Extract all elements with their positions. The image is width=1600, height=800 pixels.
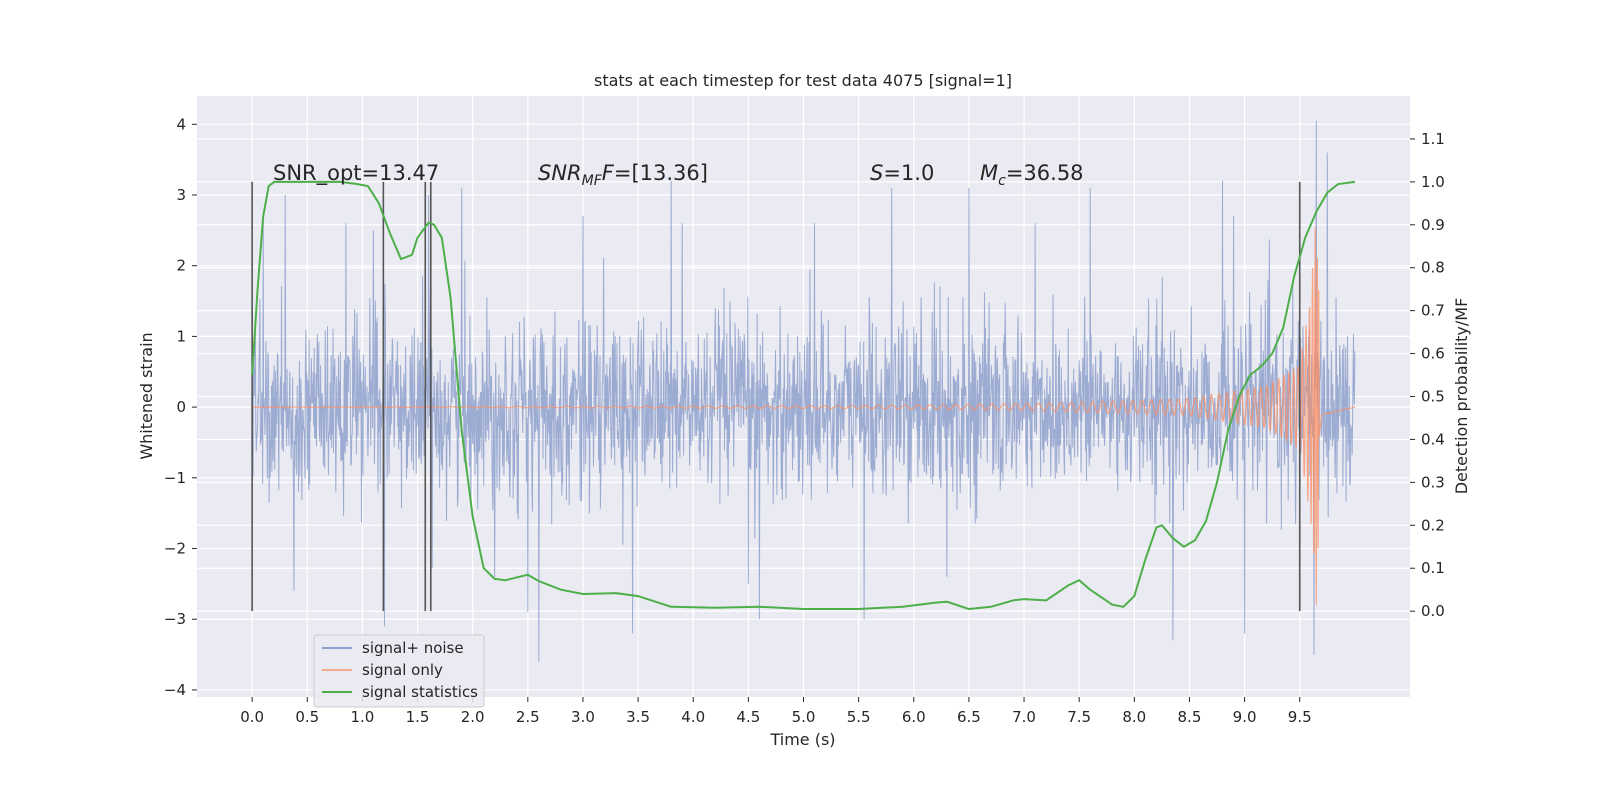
annotation-snr-opt: SNR_opt=13.47: [273, 161, 439, 186]
tick-labels: 0.0 0.5 1.0 1.5 2.0 2.5 3.0 3.5 4.0 4.5 5.0 5.5 6.0 6…: [164, 115, 1445, 726]
s-value: =1.0: [883, 161, 934, 185]
y-right-tick-label: 0.8: [1421, 259, 1445, 277]
mc-sub: c: [998, 173, 1006, 189]
x-tick-label: 4.5: [736, 708, 760, 726]
x-tick-label: 7.5: [1067, 708, 1091, 726]
x-tick-label: 2.0: [461, 708, 485, 726]
y-left-tick-label: −4: [164, 681, 186, 699]
signal-only-line: [252, 227, 1356, 605]
x-tick-label: 8.5: [1178, 708, 1202, 726]
legend-box: [313, 634, 485, 708]
y-right-tick-label: 1.1: [1421, 130, 1445, 148]
x-tick-label: 9.5: [1288, 708, 1312, 726]
y-left-tick-label: −2: [164, 540, 186, 558]
annotation-s: S=1.0: [870, 161, 934, 185]
mc-base: M: [980, 161, 998, 185]
x-tick-label: 5.5: [847, 708, 871, 726]
x-axis-label: Time (s): [769, 730, 835, 749]
y-left-tick-label: 4: [176, 115, 186, 133]
signal-statistics-line: [251, 180, 1356, 610]
y-right-tick-label: 0.7: [1421, 302, 1445, 320]
x-tick-label: 8.0: [1122, 708, 1146, 726]
y-right-tick-label: 0.3: [1421, 473, 1445, 491]
annotation-snr-mf: SNRMFF=[13.36]: [538, 161, 708, 189]
x-tick-label: 9.0: [1233, 708, 1257, 726]
x-tick-label: 7.0: [1012, 708, 1036, 726]
y-axis-label-right: Detection probability/MF: [1452, 298, 1471, 495]
y-left-tick-label: 0: [176, 398, 186, 416]
s-label: S: [870, 161, 883, 185]
snr-mf-sub: MF: [582, 173, 603, 189]
x-tick-label: 1.0: [350, 708, 374, 726]
x-tick-label: 3.5: [626, 708, 650, 726]
y-right-tick-label: 0.0: [1421, 602, 1445, 620]
signal-statistics-series: [251, 180, 1356, 610]
x-tick-label: 0.0: [240, 708, 264, 726]
y-left-tick-label: 1: [176, 327, 186, 345]
mc-value: =36.58: [1006, 161, 1084, 185]
y-right-tick-label: 0.5: [1421, 388, 1445, 406]
y-right-tick-label: 0.6: [1421, 345, 1445, 363]
legend-label-signal-noise: signal+ noise: [362, 639, 464, 657]
signal-noise-series: [251, 120, 1356, 662]
snr-mf-base: SNR: [538, 161, 582, 185]
y-left-tick-label: −1: [164, 469, 186, 487]
vertical-markers: [251, 181, 1301, 612]
x-tick-label: 3.0: [571, 708, 595, 726]
x-tick-label: 5.0: [792, 708, 816, 726]
legend: signal+ noise signal only signal statist…: [313, 634, 485, 708]
snr-mf-value: =[13.36]: [614, 161, 708, 185]
y-right-tick-label: 1.0: [1421, 173, 1445, 191]
x-tick-label: 6.0: [902, 708, 926, 726]
signal-noise-line: [251, 120, 1356, 662]
x-tick-label: 2.5: [516, 708, 540, 726]
x-tick-label: 0.5: [295, 708, 319, 726]
y-right-tick-label: 0.1: [1421, 559, 1445, 577]
annotations: SNR_opt=13.47 SNRMFF=[13.36] S=1.0 Mc=36…: [273, 161, 1084, 189]
snr-mf-f: F: [602, 161, 615, 185]
legend-label-signal-only: signal only: [362, 661, 443, 679]
signal-only-series: [252, 227, 1356, 605]
chart-title: stats at each timestep for test data 407…: [594, 71, 1012, 90]
y-left-tick-label: 2: [176, 257, 186, 275]
y-axis-label-left: Whitened strain: [137, 332, 156, 459]
x-tick-label: 6.5: [957, 708, 981, 726]
y-left-tick-label: −3: [164, 610, 186, 628]
y-right-tick-label: 0.2: [1421, 516, 1445, 534]
y-right-tick-label: 0.4: [1421, 430, 1445, 448]
x-tick-label: 1.5: [406, 708, 430, 726]
legend-label-signal-statistics: signal statistics: [362, 683, 478, 701]
y-left-tick-label: 3: [176, 186, 186, 204]
annotation-mc: Mc=36.58: [980, 161, 1084, 189]
y-right-tick-label: 0.9: [1421, 216, 1445, 234]
x-tick-label: 4.0: [681, 708, 705, 726]
